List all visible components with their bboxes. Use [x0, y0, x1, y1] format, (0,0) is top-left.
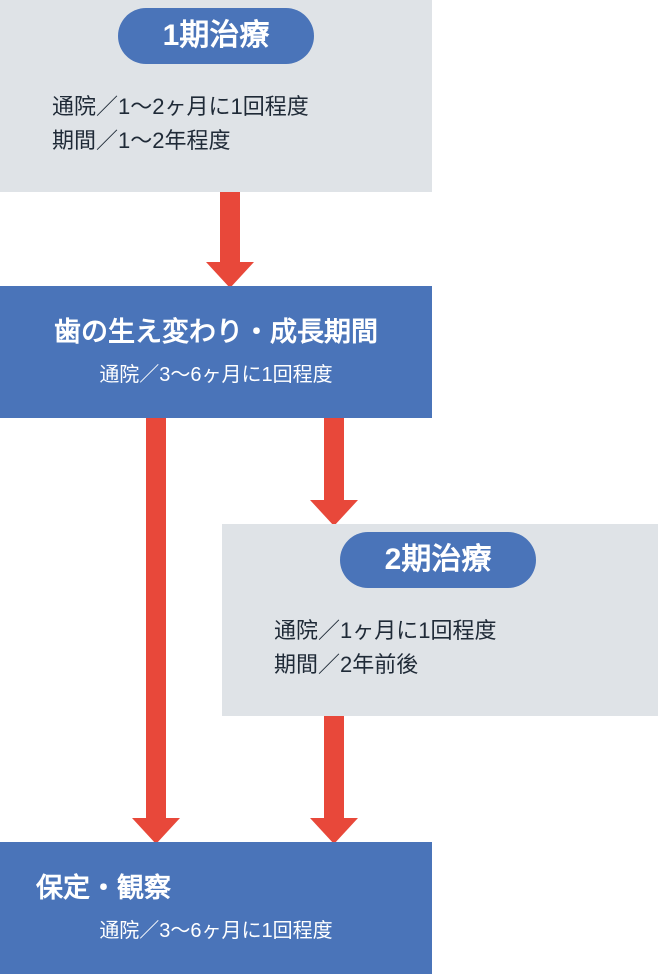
phase2-line-0: 通院／1ヶ月に1回程度 [274, 614, 496, 648]
arrow-growth-to-phase2 [310, 418, 358, 526]
pill-phase2: 2期治療 [340, 532, 536, 588]
phase2-line-1: 期間／2年前後 [274, 648, 496, 682]
arrow-phase2-to-retention [310, 716, 358, 844]
growth-sub: 通院／3～6ヶ月に1回程度 [0, 358, 432, 387]
node-phase2: 2期治療 通院／1ヶ月に1回程度 期間／2年前後 [222, 524, 658, 716]
pill-phase2-label: 2期治療 [385, 543, 492, 576]
phase2-lines: 通院／1ヶ月に1回程度 期間／2年前後 [274, 614, 496, 682]
node-growth: 歯の生え変わり・成長期間 通院／3～6ヶ月に1回程度 [0, 286, 432, 418]
retention-sub: 通院／3～6ヶ月に1回程度 [0, 914, 432, 943]
pill-phase1-label: 1期治療 [163, 19, 270, 52]
growth-title: 歯の生え変わり・成長期間 [0, 310, 432, 349]
retention-title: 保定・観察 [36, 866, 171, 905]
pill-phase1: 1期治療 [118, 8, 314, 64]
node-retention: 保定・観察 通院／3～6ヶ月に1回程度 [0, 842, 432, 974]
phase1-line-1: 期間／1～2年程度 [52, 124, 309, 158]
flowchart-canvas: 1期治療 通院／1～2ヶ月に1回程度 期間／1～2年程度 歯の生え変わり・成長期… [0, 0, 658, 977]
arrow-phase1-to-growth [206, 192, 254, 288]
arrow-growth-to-retention [132, 418, 180, 844]
node-phase1: 1期治療 通院／1～2ヶ月に1回程度 期間／1～2年程度 [0, 0, 432, 192]
phase1-lines: 通院／1～2ヶ月に1回程度 期間／1～2年程度 [52, 90, 309, 158]
phase1-line-0: 通院／1～2ヶ月に1回程度 [52, 90, 309, 124]
